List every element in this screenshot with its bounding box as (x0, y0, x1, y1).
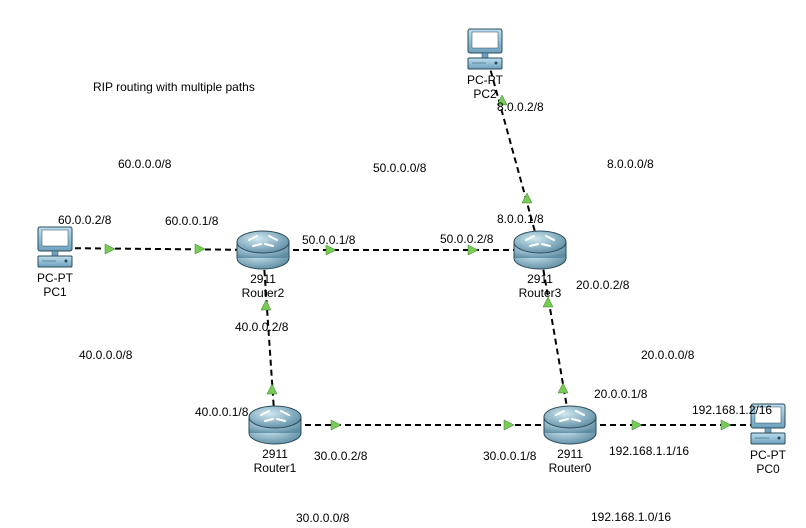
net-label-ip_40_1: 40.0.0.1/8 (195, 405, 248, 419)
router-router0[interactable]: 2911Router0 (542, 403, 598, 447)
net-label-ip_192_2: 192.168.1.2/16 (692, 403, 772, 417)
net-label-net_40: 40.0.0.0/8 (79, 348, 132, 362)
pc-label-pc2: PC-PTPC2 (462, 73, 508, 102)
net-label-net_50: 50.0.0.0/8 (373, 161, 426, 175)
net-label-net_8: 8.0.0.0/8 (607, 157, 654, 171)
router-label-router2: 2911Router2 (235, 272, 291, 301)
net-label-net_30: 30.0.0.0/8 (296, 511, 349, 525)
net-label-net_60: 60.0.0.0/8 (118, 157, 171, 171)
pc-label-pc1: PC-PTPC1 (32, 271, 78, 300)
pc-pc1[interactable]: PC-PTPC1 (32, 225, 78, 271)
net-label-ip_30_2: 30.0.0.2/8 (314, 449, 367, 463)
router-label-router1: 2911Router1 (247, 447, 303, 476)
net-label-ip_20_1: 20.0.0.1/8 (594, 387, 647, 401)
net-label-ip_50_2: 50.0.0.2/8 (440, 232, 493, 246)
net-label-ip_192_1: 192.168.1.1/16 (609, 444, 689, 458)
net-label-net_192: 192.168.1.0/16 (591, 510, 671, 524)
net-label-ip_8_1: 8.0.0.1/8 (497, 212, 544, 226)
router-router2[interactable]: 2911Router2 (235, 228, 291, 272)
net-label-ip_40_2: 40.0.0.2/8 (235, 320, 288, 334)
router-label-router0: 2911Router0 (542, 447, 598, 476)
net-label-net_20: 20.0.0.0/8 (641, 348, 694, 362)
net-label-ip_30_1: 30.0.0.1/8 (483, 449, 536, 463)
router-label-router3: 2911Router3 (512, 272, 568, 301)
router-router3[interactable]: 2911Router3 (512, 228, 568, 272)
net-label-ip_60_1: 60.0.0.1/8 (165, 214, 218, 228)
pc-pc2[interactable]: PC-PTPC2 (462, 27, 508, 73)
diagram-title: RIP routing with multiple paths (93, 80, 255, 94)
net-label-ip_50_1: 50.0.0.1/8 (302, 233, 355, 247)
net-label-ip_20_2: 20.0.0.2/8 (576, 278, 629, 292)
net-label-ip_60_2: 60.0.0.2/8 (58, 213, 111, 227)
router-router1[interactable]: 2911Router1 (247, 403, 303, 447)
pc-label-pc0: PC-PTPC0 (745, 448, 791, 477)
net-label-ip_8_2: 8.0.0.2/8 (497, 100, 544, 114)
